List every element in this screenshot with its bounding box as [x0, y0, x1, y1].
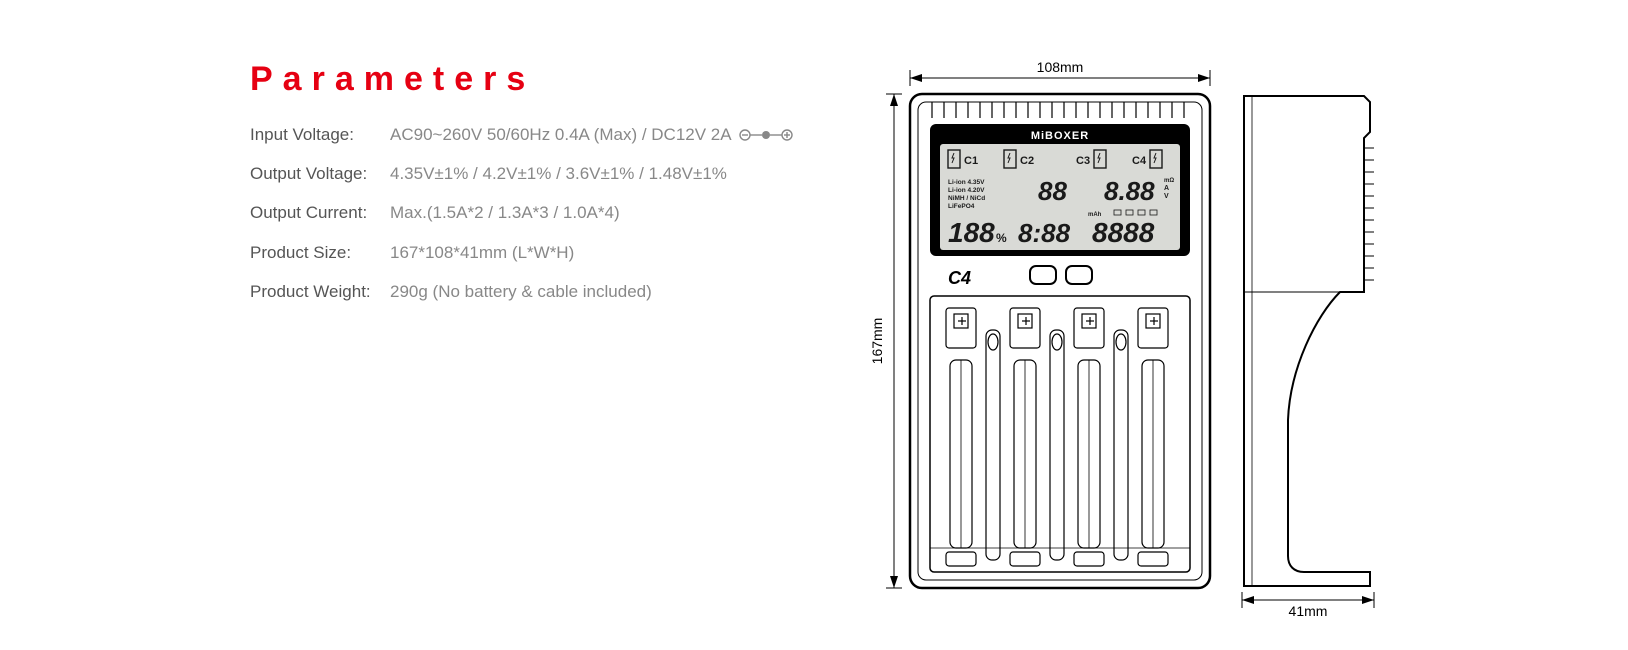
svg-text:A: A [1164, 185, 1169, 192]
spec-label: Output Voltage: [250, 160, 390, 187]
spec-row-output-current: Output Current: Max.(1.5A*2 / 1.3A*3 / 1… [250, 199, 810, 226]
spec-row-product-weight: Product Weight: 290g (No battery & cable… [250, 278, 810, 305]
spec-row-product-size: Product Size: 167*108*41mm (L*W*H) [250, 239, 810, 266]
dim-height-label: 167mm [870, 318, 885, 365]
spec-label: Input Voltage: [250, 121, 390, 148]
battery-slot-2 [1010, 308, 1040, 566]
svg-text:C3: C3 [1076, 155, 1090, 167]
svg-text:Li-ion 4.35V: Li-ion 4.35V [948, 179, 985, 186]
side-view [1244, 96, 1374, 586]
svg-text:mAh: mAh [1088, 212, 1102, 218]
svg-text:C1: C1 [964, 155, 978, 167]
dc-plug-icon [738, 128, 794, 142]
spec-label: Output Current: [250, 199, 390, 226]
dim-width: 108mm [910, 60, 1210, 86]
svg-text:Li-ion 4.20V: Li-ion 4.20V [948, 187, 985, 194]
svg-text:mΩ: mΩ [1164, 178, 1174, 184]
front-view: MiBOXER C1 C2 C3 C4 [910, 94, 1210, 588]
spec-value: 167*108*41mm (L*W*H) [390, 239, 810, 266]
brand-label: MiBOXER [1031, 130, 1089, 142]
model-label: C4 [948, 268, 971, 288]
dim-height: 167mm [870, 94, 902, 588]
rail-3 [1114, 330, 1128, 560]
dim-depth-label: 41mm [1289, 603, 1328, 619]
page-title: Parameters [250, 60, 810, 99]
spec-value: 290g (No battery & cable included) [390, 278, 810, 305]
spec-row-input-voltage: Input Voltage: AC90~260V 50/60Hz 0.4A (M… [250, 121, 810, 148]
svg-text:8:88: 8:88 [1018, 218, 1071, 248]
rail-1 [986, 330, 1000, 560]
svg-text:188: 188 [948, 217, 995, 248]
dim-width-label: 108mm [1037, 60, 1084, 75]
battery-slot-3 [1074, 308, 1104, 566]
svg-text:V: V [1164, 193, 1169, 200]
spec-value: Max.(1.5A*2 / 1.3A*3 / 1.0A*4) [390, 199, 810, 226]
svg-text:C2: C2 [1020, 155, 1034, 167]
spec-value: 4.35V±1% / 4.2V±1% / 3.6V±1% / 1.48V±1% [390, 160, 810, 187]
dim-depth: 41mm [1242, 592, 1374, 619]
svg-text:88: 88 [1038, 176, 1067, 206]
product-diagram: 108mm 167mm 41mm [870, 60, 1390, 620]
svg-text:%: % [996, 231, 1007, 245]
rail-2 [1050, 330, 1064, 560]
battery-slot-4 [1138, 308, 1168, 566]
spec-label: Product Size: [250, 239, 390, 266]
battery-slot-1 [946, 308, 976, 566]
svg-text:NiMH / NiCd: NiMH / NiCd [948, 195, 985, 202]
svg-text:8.88: 8.88 [1104, 176, 1155, 206]
spec-label: Product Weight: [250, 278, 390, 305]
svg-text:C4: C4 [1132, 155, 1147, 167]
spec-row-output-voltage: Output Voltage: 4.35V±1% / 4.2V±1% / 3.6… [250, 160, 810, 187]
parameters-panel: Parameters Input Voltage: AC90~260V 50/6… [250, 60, 810, 620]
spec-value: AC90~260V 50/60Hz 0.4A (Max) / DC12V 2A [390, 121, 810, 148]
svg-text:8888: 8888 [1092, 217, 1155, 248]
svg-text:LiFePO4: LiFePO4 [948, 203, 975, 210]
